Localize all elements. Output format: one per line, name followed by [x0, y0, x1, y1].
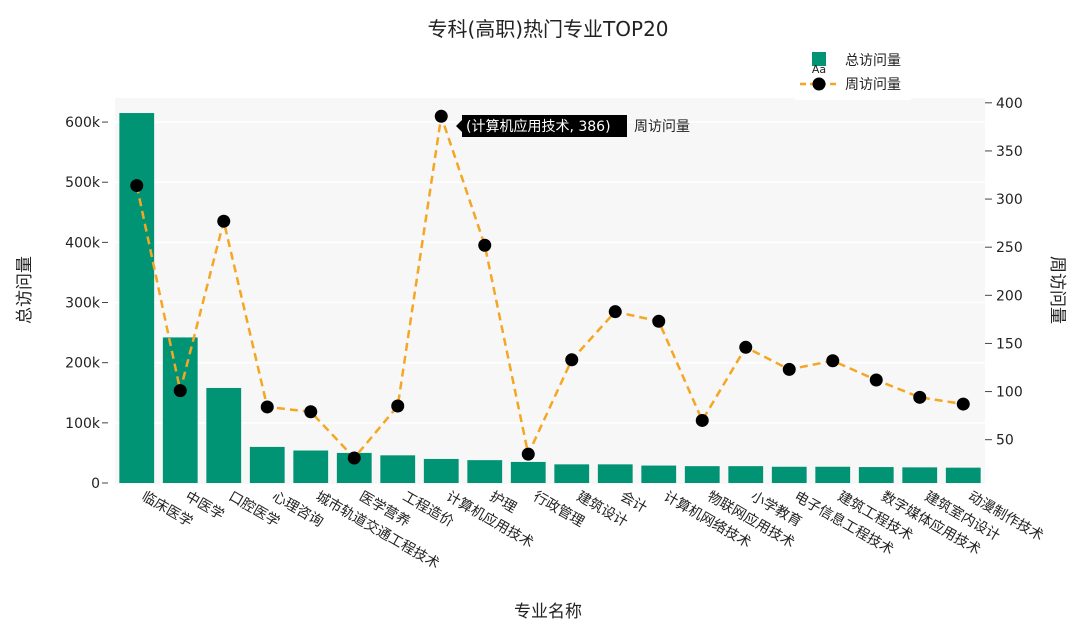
bar-series [119, 113, 981, 483]
tooltip-label: (计算机应用技术, 386) [466, 118, 611, 135]
line-point[interactable] [217, 214, 231, 228]
left-tick-label: 600k [65, 115, 101, 131]
line-point[interactable] [304, 405, 318, 419]
bar[interactable] [380, 455, 416, 483]
legend-line-label: 周访问量 [845, 77, 901, 93]
bar[interactable] [554, 464, 590, 483]
line-point[interactable] [652, 314, 666, 328]
right-tick-label: 350 [996, 144, 1023, 160]
line-point[interactable] [782, 362, 796, 376]
bar[interactable] [684, 466, 720, 483]
bar[interactable] [249, 446, 285, 483]
tooltip-series-name: 周访问量 [634, 119, 690, 135]
bar[interactable] [728, 466, 764, 483]
chart-title: 专科(高职)热门专业TOP20 [427, 17, 668, 41]
right-y-axis: 50 100 150 200 250 300 350 400 [985, 96, 1023, 449]
legend-line-marker [812, 77, 826, 91]
bar[interactable] [293, 450, 329, 483]
bar[interactable] [597, 464, 633, 483]
right-tick-label: 100 [996, 385, 1023, 401]
bar[interactable] [641, 465, 677, 483]
line-point[interactable] [565, 353, 579, 367]
right-tick-label: 150 [996, 336, 1023, 352]
legend[interactable]: 总访问量 Aa 周访问量 [795, 44, 911, 100]
bar[interactable] [467, 460, 503, 483]
line-point[interactable] [260, 400, 274, 414]
line-point[interactable] [913, 390, 927, 404]
left-tick-label: 400k [65, 235, 101, 251]
line-point[interactable] [869, 373, 883, 387]
bar[interactable] [945, 467, 981, 483]
legend-aa-glyph: Aa [812, 63, 826, 76]
left-tick-label: 300k [65, 296, 101, 312]
right-axis-title: 周访问量 [1047, 256, 1067, 324]
line-point[interactable] [391, 399, 405, 413]
bar[interactable] [510, 461, 546, 483]
line-point[interactable] [173, 384, 187, 398]
bar[interactable] [858, 467, 894, 483]
left-axis-title: 总访问量 [15, 256, 35, 324]
left-y-axis: 0 100k 200k 300k 400k 500k 600k [65, 115, 108, 492]
line-series [130, 109, 970, 465]
line-point[interactable] [695, 413, 709, 427]
left-tick-label: 100k [65, 416, 101, 432]
plot-background [115, 98, 985, 484]
left-tick-label: 0 [91, 476, 100, 492]
line-point[interactable] [739, 340, 753, 354]
line-path [135, 115, 964, 460]
tooltip-box [456, 115, 627, 137]
left-tick-label: 500k [65, 175, 101, 191]
line-point[interactable] [478, 238, 492, 252]
x-axis-title: 专业名称 [514, 602, 582, 622]
bar[interactable] [902, 467, 938, 483]
bar[interactable] [771, 466, 807, 483]
line-point[interactable] [130, 179, 144, 193]
bar[interactable] [423, 458, 459, 483]
line-point[interactable] [956, 397, 970, 411]
left-tick-label: 200k [65, 356, 101, 372]
legend-bar-label: 总访问量 [845, 53, 901, 69]
legend-bar-swatch [812, 52, 826, 66]
right-tick-label: 200 [996, 288, 1023, 304]
right-tick-label: 400 [996, 96, 1023, 112]
bar[interactable] [119, 113, 155, 483]
line-point[interactable] [826, 354, 840, 368]
line-point[interactable] [347, 451, 361, 465]
right-tick-label: 250 [996, 240, 1023, 256]
right-tick-label: 300 [996, 192, 1023, 208]
line-point[interactable] [521, 447, 535, 461]
right-tick-label: 50 [996, 433, 1014, 449]
bar[interactable] [206, 387, 242, 483]
hover-tooltip: (计算机应用技术, 386) 周访问量 [456, 115, 690, 137]
bar[interactable] [162, 337, 198, 483]
line-point[interactable] [608, 305, 622, 319]
line-point[interactable] [434, 109, 448, 123]
bar[interactable] [815, 466, 851, 483]
